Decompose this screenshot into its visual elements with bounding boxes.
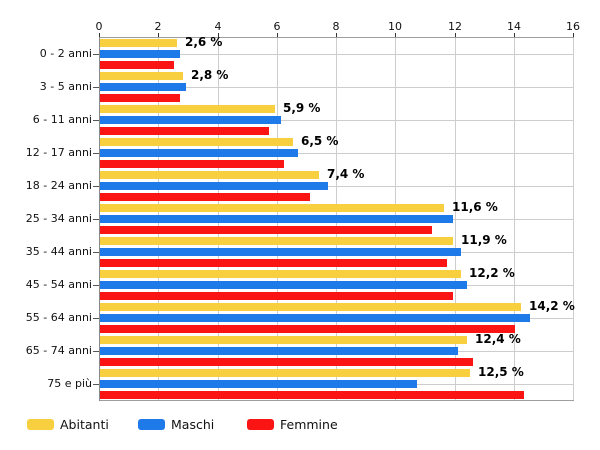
legend-swatch-femmine: [247, 419, 274, 430]
bar-abitanti[interactable]: [100, 369, 470, 377]
value-label: 5,9 %: [283, 101, 321, 115]
bar-maschi[interactable]: [100, 50, 180, 58]
value-label: 2,6 %: [185, 35, 223, 49]
bar-abitanti[interactable]: [100, 237, 453, 245]
bar-femmine[interactable]: [100, 61, 174, 69]
category-label: 75 e più: [47, 377, 92, 390]
x-tick-mark: [336, 33, 337, 37]
value-label: 6,5 %: [301, 134, 339, 148]
value-label: 12,5 %: [478, 365, 524, 379]
value-label: 11,9 %: [461, 233, 507, 247]
x-tick-mark: [395, 33, 396, 37]
gridline-vertical: [455, 37, 456, 400]
legend-label-abitanti: Abitanti: [60, 417, 109, 432]
legend-label-femmine: Femmine: [280, 417, 338, 432]
bar-maschi[interactable]: [100, 248, 461, 256]
y-tick-mark: [93, 384, 99, 385]
y-tick-mark: [93, 219, 99, 220]
bar-femmine[interactable]: [100, 226, 432, 234]
y-axis-line: [99, 37, 100, 401]
x-tick-label: 10: [388, 20, 402, 33]
bar-femmine[interactable]: [100, 127, 269, 135]
bar-maschi[interactable]: [100, 380, 417, 388]
x-tick-mark: [514, 33, 515, 37]
legend-swatch-abitanti: [27, 419, 54, 430]
bar-maschi[interactable]: [100, 215, 453, 223]
bar-maschi[interactable]: [100, 116, 281, 124]
bar-femmine[interactable]: [100, 94, 180, 102]
value-label: 7,4 %: [327, 167, 365, 181]
bar-femmine[interactable]: [100, 160, 284, 168]
y-tick-mark: [93, 252, 99, 253]
bar-abitanti[interactable]: [100, 171, 319, 179]
bar-abitanti[interactable]: [100, 105, 275, 113]
x-tick-mark: [455, 33, 456, 37]
bar-maschi[interactable]: [100, 182, 328, 190]
bar-abitanti[interactable]: [100, 303, 521, 311]
x-tick-label: 14: [507, 20, 521, 33]
category-label: 6 - 11 anni: [32, 113, 92, 126]
x-axis-line-bottom: [99, 400, 574, 401]
value-label: 12,2 %: [469, 266, 515, 280]
gridline-vertical: [573, 37, 574, 400]
y-tick-mark: [93, 87, 99, 88]
bar-abitanti[interactable]: [100, 270, 461, 278]
legend-label-maschi: Maschi: [171, 417, 215, 432]
y-tick-mark: [93, 54, 99, 55]
bar-abitanti[interactable]: [100, 336, 467, 344]
bar-femmine[interactable]: [100, 391, 524, 399]
category-label: 55 - 64 anni: [25, 311, 92, 324]
value-label: 12,4 %: [475, 332, 521, 346]
bar-maschi[interactable]: [100, 347, 458, 355]
bar-maschi[interactable]: [100, 149, 298, 157]
bar-femmine[interactable]: [100, 325, 515, 333]
x-tick-mark: [99, 33, 100, 37]
category-label: 3 - 5 anni: [39, 80, 92, 93]
bar-abitanti[interactable]: [100, 39, 177, 47]
x-tick-mark: [158, 33, 159, 37]
y-tick-mark: [93, 120, 99, 121]
x-axis-line-top: [99, 37, 574, 38]
bar-abitanti[interactable]: [100, 204, 444, 212]
value-label: 11,6 %: [452, 200, 498, 214]
bar-maschi[interactable]: [100, 281, 467, 289]
value-label: 14,2 %: [529, 299, 575, 313]
y-tick-mark: [93, 186, 99, 187]
category-label: 18 - 24 anni: [25, 179, 92, 192]
x-tick-label: 2: [154, 20, 162, 33]
bar-femmine[interactable]: [100, 358, 473, 366]
bar-abitanti[interactable]: [100, 72, 183, 80]
y-tick-mark: [93, 351, 99, 352]
value-label: 2,8 %: [191, 68, 229, 82]
bar-femmine[interactable]: [100, 259, 447, 267]
bar-femmine[interactable]: [100, 292, 453, 300]
x-tick-mark: [573, 33, 574, 37]
x-tick-label: 4: [214, 20, 222, 33]
bar-maschi[interactable]: [100, 314, 530, 322]
x-tick-label: 16: [566, 20, 580, 33]
x-tick-label: 12: [448, 20, 462, 33]
x-tick-label: 8: [332, 20, 340, 33]
x-tick-label: 6: [273, 20, 281, 33]
bar-femmine[interactable]: [100, 193, 310, 201]
bar-maschi[interactable]: [100, 83, 186, 91]
y-tick-mark: [93, 318, 99, 319]
category-label: 45 - 54 anni: [25, 278, 92, 291]
y-tick-mark: [93, 285, 99, 286]
category-label: 25 - 34 anni: [25, 212, 92, 225]
x-tick-mark: [218, 33, 219, 37]
x-tick-label: 0: [95, 20, 103, 33]
x-tick-mark: [277, 33, 278, 37]
category-label: 0 - 2 anni: [39, 47, 92, 60]
y-tick-mark: [93, 153, 99, 154]
gridline-vertical: [514, 37, 515, 400]
category-label: 12 - 17 anni: [25, 146, 92, 159]
category-label: 35 - 44 anni: [25, 245, 92, 258]
category-label: 65 - 74 anni: [25, 344, 92, 357]
bar-abitanti[interactable]: [100, 138, 293, 146]
legend-swatch-maschi: [138, 419, 165, 430]
